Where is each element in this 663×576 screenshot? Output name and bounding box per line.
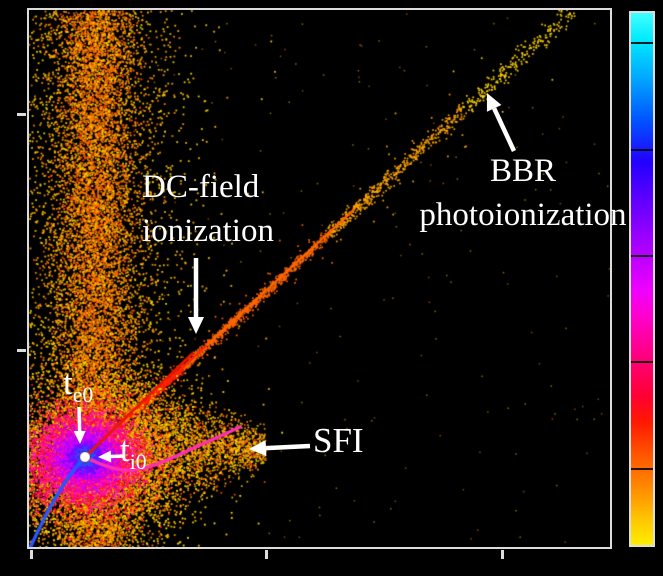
density-plot-canvas [29,10,610,547]
dc-label-line2: ionization [142,212,274,249]
colorbar-tick [631,148,653,151]
y-axis-tick [17,349,26,353]
x-axis-tick [500,550,504,559]
bbr-label-line1: BBR [489,153,557,189]
te0-label-base: t [63,363,73,402]
colorbar-tick [631,361,653,364]
x-axis-ticks [29,550,610,560]
ti0-label-sub: i0 [129,450,147,474]
y-axis-ticks [17,10,27,547]
colorbar-gradient [631,13,653,545]
colorbar-tick [631,255,653,258]
te0-label: te0 [63,363,93,408]
bbr-photoionization-label: BBR photoionization [392,150,654,237]
dc-field-ionization-label: DC-field ionization [142,166,274,253]
colorbar [629,11,655,547]
sfi-label-text: SFI [313,421,364,460]
ti0-label-base: t [120,430,130,469]
dc-label-line1: DC-field [142,169,260,205]
ti0-label: ti0 [120,430,147,475]
colorbar-tick [631,42,653,45]
x-axis-tick [264,550,268,559]
sfi-label: SFI [313,421,364,461]
plot-frame [27,8,612,549]
x-axis-tick [30,550,34,559]
bbr-label-line2: photoionization [419,196,627,233]
te0-label-sub: e0 [72,383,94,407]
y-axis-tick [17,113,26,117]
colorbar-tick [631,467,653,470]
